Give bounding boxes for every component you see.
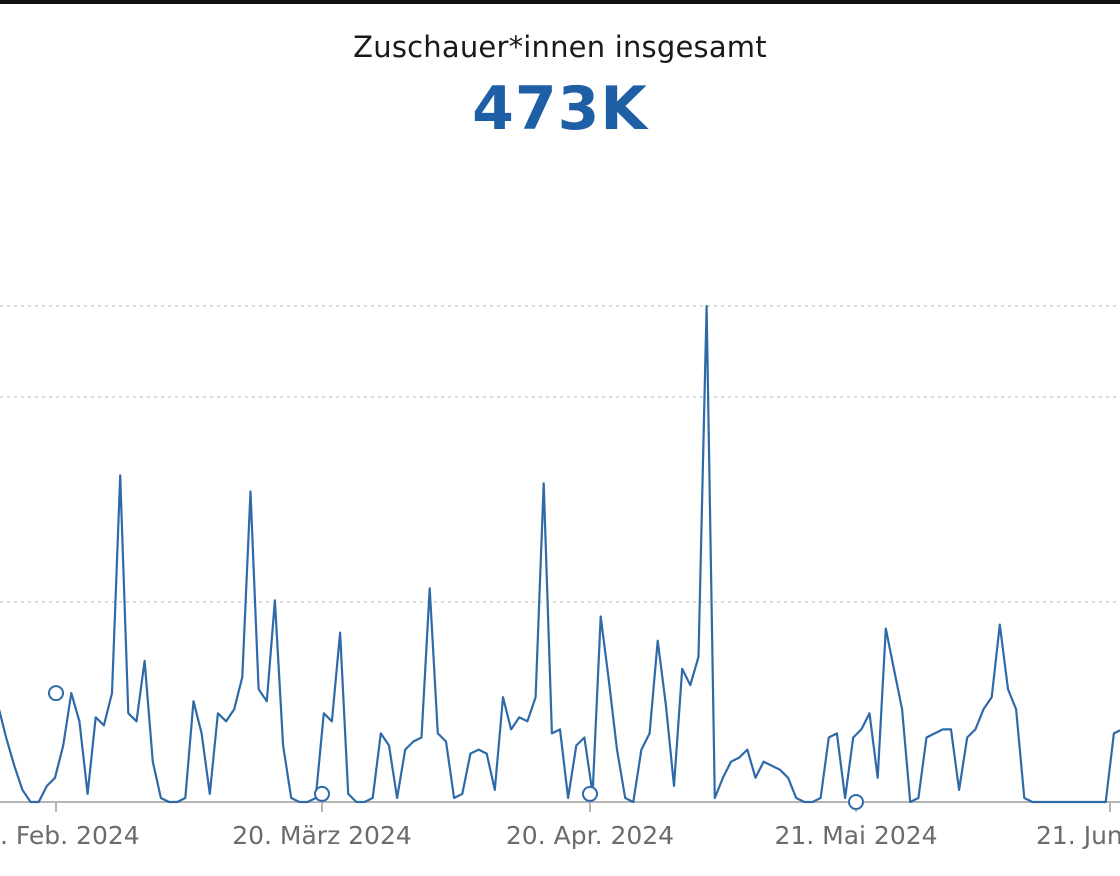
x-tick-label-3: 21. Mai 2024 <box>774 821 937 850</box>
metric-label: Zuschauer*innen insgesamt <box>353 30 767 64</box>
metric-value: 473K <box>472 74 648 144</box>
series-line <box>0 304 1120 804</box>
top-border <box>0 0 1120 4</box>
x-tick-label-1: 20. März 2024 <box>232 821 412 850</box>
data-marker-0 <box>48 685 64 702</box>
data-marker-2 <box>582 785 598 802</box>
data-marker-1 <box>314 785 330 802</box>
metric-header: Zuschauer*innen insgesamt 473K <box>0 30 1120 144</box>
x-tick-label-4: 21. Jun <box>1036 821 1120 850</box>
x-tick-label-2: 20. Apr. 2024 <box>506 821 674 850</box>
x-tick-label-0: . Feb. 2024 <box>0 821 140 850</box>
data-marker-3 <box>848 794 864 810</box>
